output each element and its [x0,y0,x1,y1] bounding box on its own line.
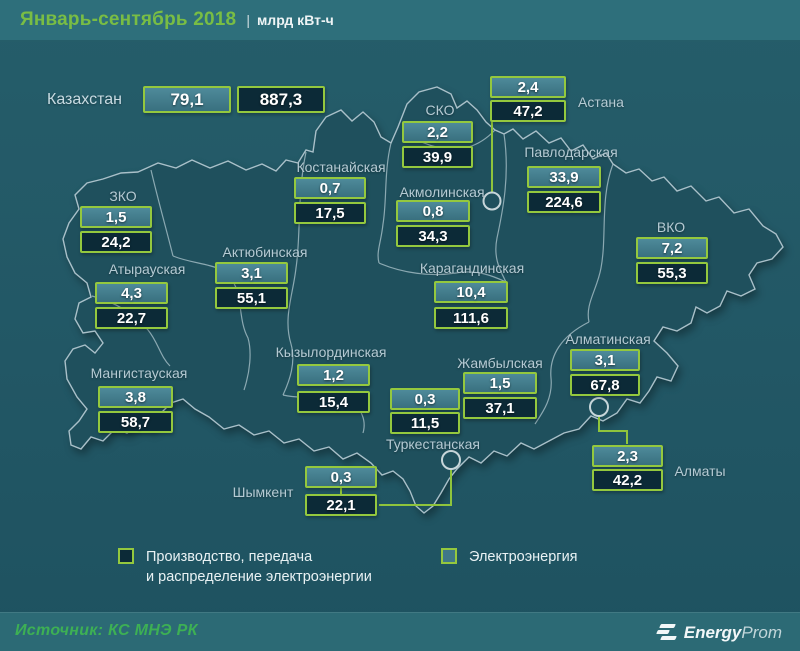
region-aktobe-light-box: 3,1 [215,262,288,284]
region-shymkent-light-box: 0,3 [305,466,377,488]
region-zko-dark-box: 24,2 [80,231,152,253]
region-label-aktobe: Актюбинская [222,244,308,260]
country-label: Казахстан [47,91,122,108]
region-almaty_obl-light-box: 3,1 [570,349,640,371]
region-astana-light-box: 2,4 [490,76,566,98]
region-kostanay-dark-box: 17,5 [294,202,366,224]
region-label-pavlodar: Павлодарская [524,144,618,160]
region-label-turkestan: Туркестанская [385,436,481,452]
region-kostanay-light-box: 0,7 [294,177,366,199]
region-karaganda-light-box: 10,4 [434,281,508,303]
region-shymkent-dark-box: 22,1 [305,494,377,516]
title-unit: млрд кВт-ч [256,12,334,28]
logo-text-prom: Prom [741,623,782,642]
region-label-kyzylorda: Кызылординская [275,344,387,360]
region-akmola-light-box: 0,8 [396,200,470,222]
region-label-karaganda: Карагандинская [419,260,525,276]
region-label-kostanay: Костанайская [296,159,386,175]
region-label-akmola: Акмолинская [399,184,485,200]
region-turkestan-light-box: 0,3 [390,388,460,410]
energyprom-logo: Energy Prom [655,623,782,643]
legend-label-production: Производство, передача и распределение э… [146,549,372,585]
energyprom-icon [655,624,678,642]
region-mangystau-light-box: 3,8 [98,386,173,408]
region-label-almaty_obl: Алматинская [565,331,651,347]
turkestan-marker-circle [441,450,461,470]
region-label-shymkent: Шымкент [232,484,294,500]
legend-label-electricity: Электроэнергия [469,549,578,565]
city-connectors [340,122,628,506]
astana-marker-circle [482,191,502,211]
almaty-marker-circle [589,397,609,417]
region-label-atyrau: Атырауская [108,261,186,277]
region-atyrau-light-box: 4,3 [95,282,168,304]
region-vko-dark-box: 55,3 [636,262,708,284]
legend-item-electricity: Электроэнергия [441,547,578,567]
region-atyrau-dark-box: 22,7 [95,307,168,329]
legend-swatch-light [441,548,457,564]
almaty-connector-line [598,416,628,444]
kazakhstan-outline [62,86,784,514]
region-zhambyl-dark-box: 37,1 [463,397,537,419]
region-almaty_obl-dark-box: 67,8 [570,374,640,396]
region-akmola-dark-box: 34,3 [396,225,470,247]
footer-bar: Источник: КС МНЭ РК Energy Prom [0,612,800,651]
country-light-box: 79,1 [143,86,231,113]
region-label-sko: СКО [425,102,455,118]
page-title: Январь-сентябрь 2018 [20,9,237,30]
country-dark-box: 887,3 [237,86,325,113]
region-mangystau-dark-box: 58,7 [98,411,173,433]
region-zko-light-box: 1,5 [80,206,152,228]
source-text: Источник: КС МНЭ РК [15,622,198,639]
legend-swatch-dark [118,548,134,564]
region-kyzylorda-dark-box: 15,4 [297,391,370,413]
region-label-astana: Астана [578,94,624,110]
region-zhambyl-light-box: 1,5 [463,372,537,394]
region-label-zko: ЗКО [109,188,137,204]
header-bar: Январь-сентябрь 2018 | млрд кВт-ч [0,0,800,42]
region-almaty_city-dark-box: 42,2 [592,469,663,491]
region-label-almaty_city: Алматы [674,463,726,479]
legend-item-production: Производство, передача и распределение э… [118,547,372,587]
region-aktobe-dark-box: 55,1 [215,287,288,309]
region-vko-light-box: 7,2 [636,237,708,259]
region-astana-dark-box: 47,2 [490,100,566,122]
region-sko-dark-box: 39,9 [402,146,473,168]
region-label-zhambyl: Жамбылская [457,355,543,371]
shymkent-connector-line [379,470,452,506]
region-karaganda-dark-box: 111,6 [434,307,508,329]
region-kyzylorda-light-box: 1,2 [297,364,370,386]
logo-text-energy: Energy [683,623,742,642]
title-separator: | [246,12,250,28]
region-label-vko: ВКО [656,219,686,235]
region-pavlodar-light-box: 33,9 [527,166,601,188]
region-sko-light-box: 2,2 [402,121,473,143]
region-almaty_city-light-box: 2,3 [592,445,663,467]
region-turkestan-dark-box: 11,5 [390,412,460,434]
region-pavlodar-dark-box: 224,6 [527,191,601,213]
region-label-mangystau: Мангистауская [90,365,188,381]
